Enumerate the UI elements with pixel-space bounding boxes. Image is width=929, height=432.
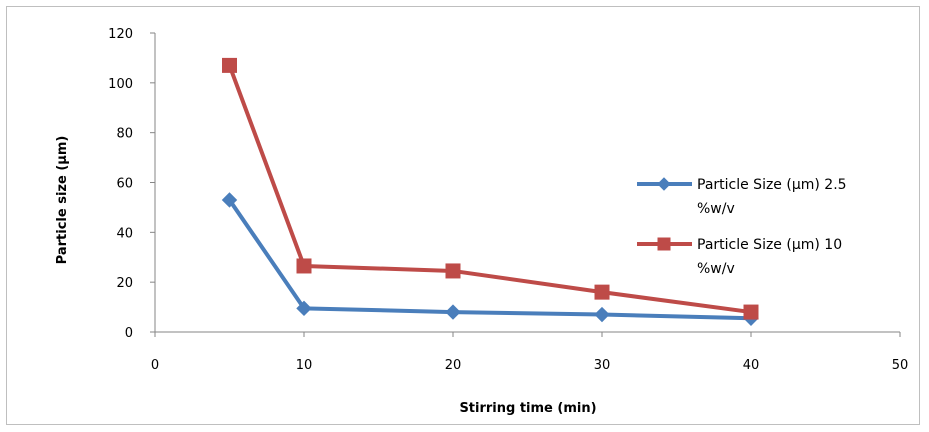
data-point	[221, 192, 238, 208]
series-layer	[221, 57, 759, 327]
legend-label: Particle Size (µm) 2.5	[697, 177, 847, 193]
chart-frame	[6, 6, 920, 425]
data-point	[657, 237, 671, 251]
x-tick-label: 20	[445, 358, 462, 373]
y-tick-label: 80	[116, 127, 133, 142]
x-axis-title: Stirring time (min)	[459, 401, 596, 416]
data-point	[296, 258, 312, 274]
x-tick-label: 0	[151, 358, 159, 373]
legend-label: %w/v	[697, 261, 735, 277]
data-point	[445, 263, 461, 279]
data-point	[222, 57, 237, 73]
legend-label: Particle Size (µm) 10	[697, 237, 842, 253]
legend-item-2: Particle Size (µm) 10 %w/v	[637, 237, 842, 277]
y-tick-label: 20	[116, 276, 133, 291]
data-point	[743, 304, 759, 320]
axes: 0 20 40 60 80 100 120 0 10 20 30 40 50	[108, 27, 908, 373]
data-point	[594, 284, 610, 300]
y-tick-label: 40	[116, 226, 133, 241]
x-tick-label: 30	[594, 358, 611, 373]
data-point	[657, 177, 671, 191]
series-line	[227, 64, 752, 315]
y-tick-label: 60	[116, 177, 133, 192]
legend-item-1: Particle Size (µm) 2.5 %w/v	[637, 177, 847, 217]
data-point	[594, 306, 610, 323]
data-point	[445, 304, 461, 320]
x-tick-label: 50	[892, 358, 909, 373]
y-axis-title: Particle size (µm)	[55, 136, 70, 265]
data-point	[296, 300, 312, 317]
y-tick-label: 100	[108, 77, 133, 92]
legend-label: %w/v	[697, 201, 735, 217]
x-tick-label: 40	[743, 358, 760, 373]
series-2	[222, 57, 759, 320]
y-tick-label: 120	[108, 27, 133, 42]
y-tick-label: 0	[125, 326, 133, 341]
x-tick-label: 10	[296, 358, 313, 373]
